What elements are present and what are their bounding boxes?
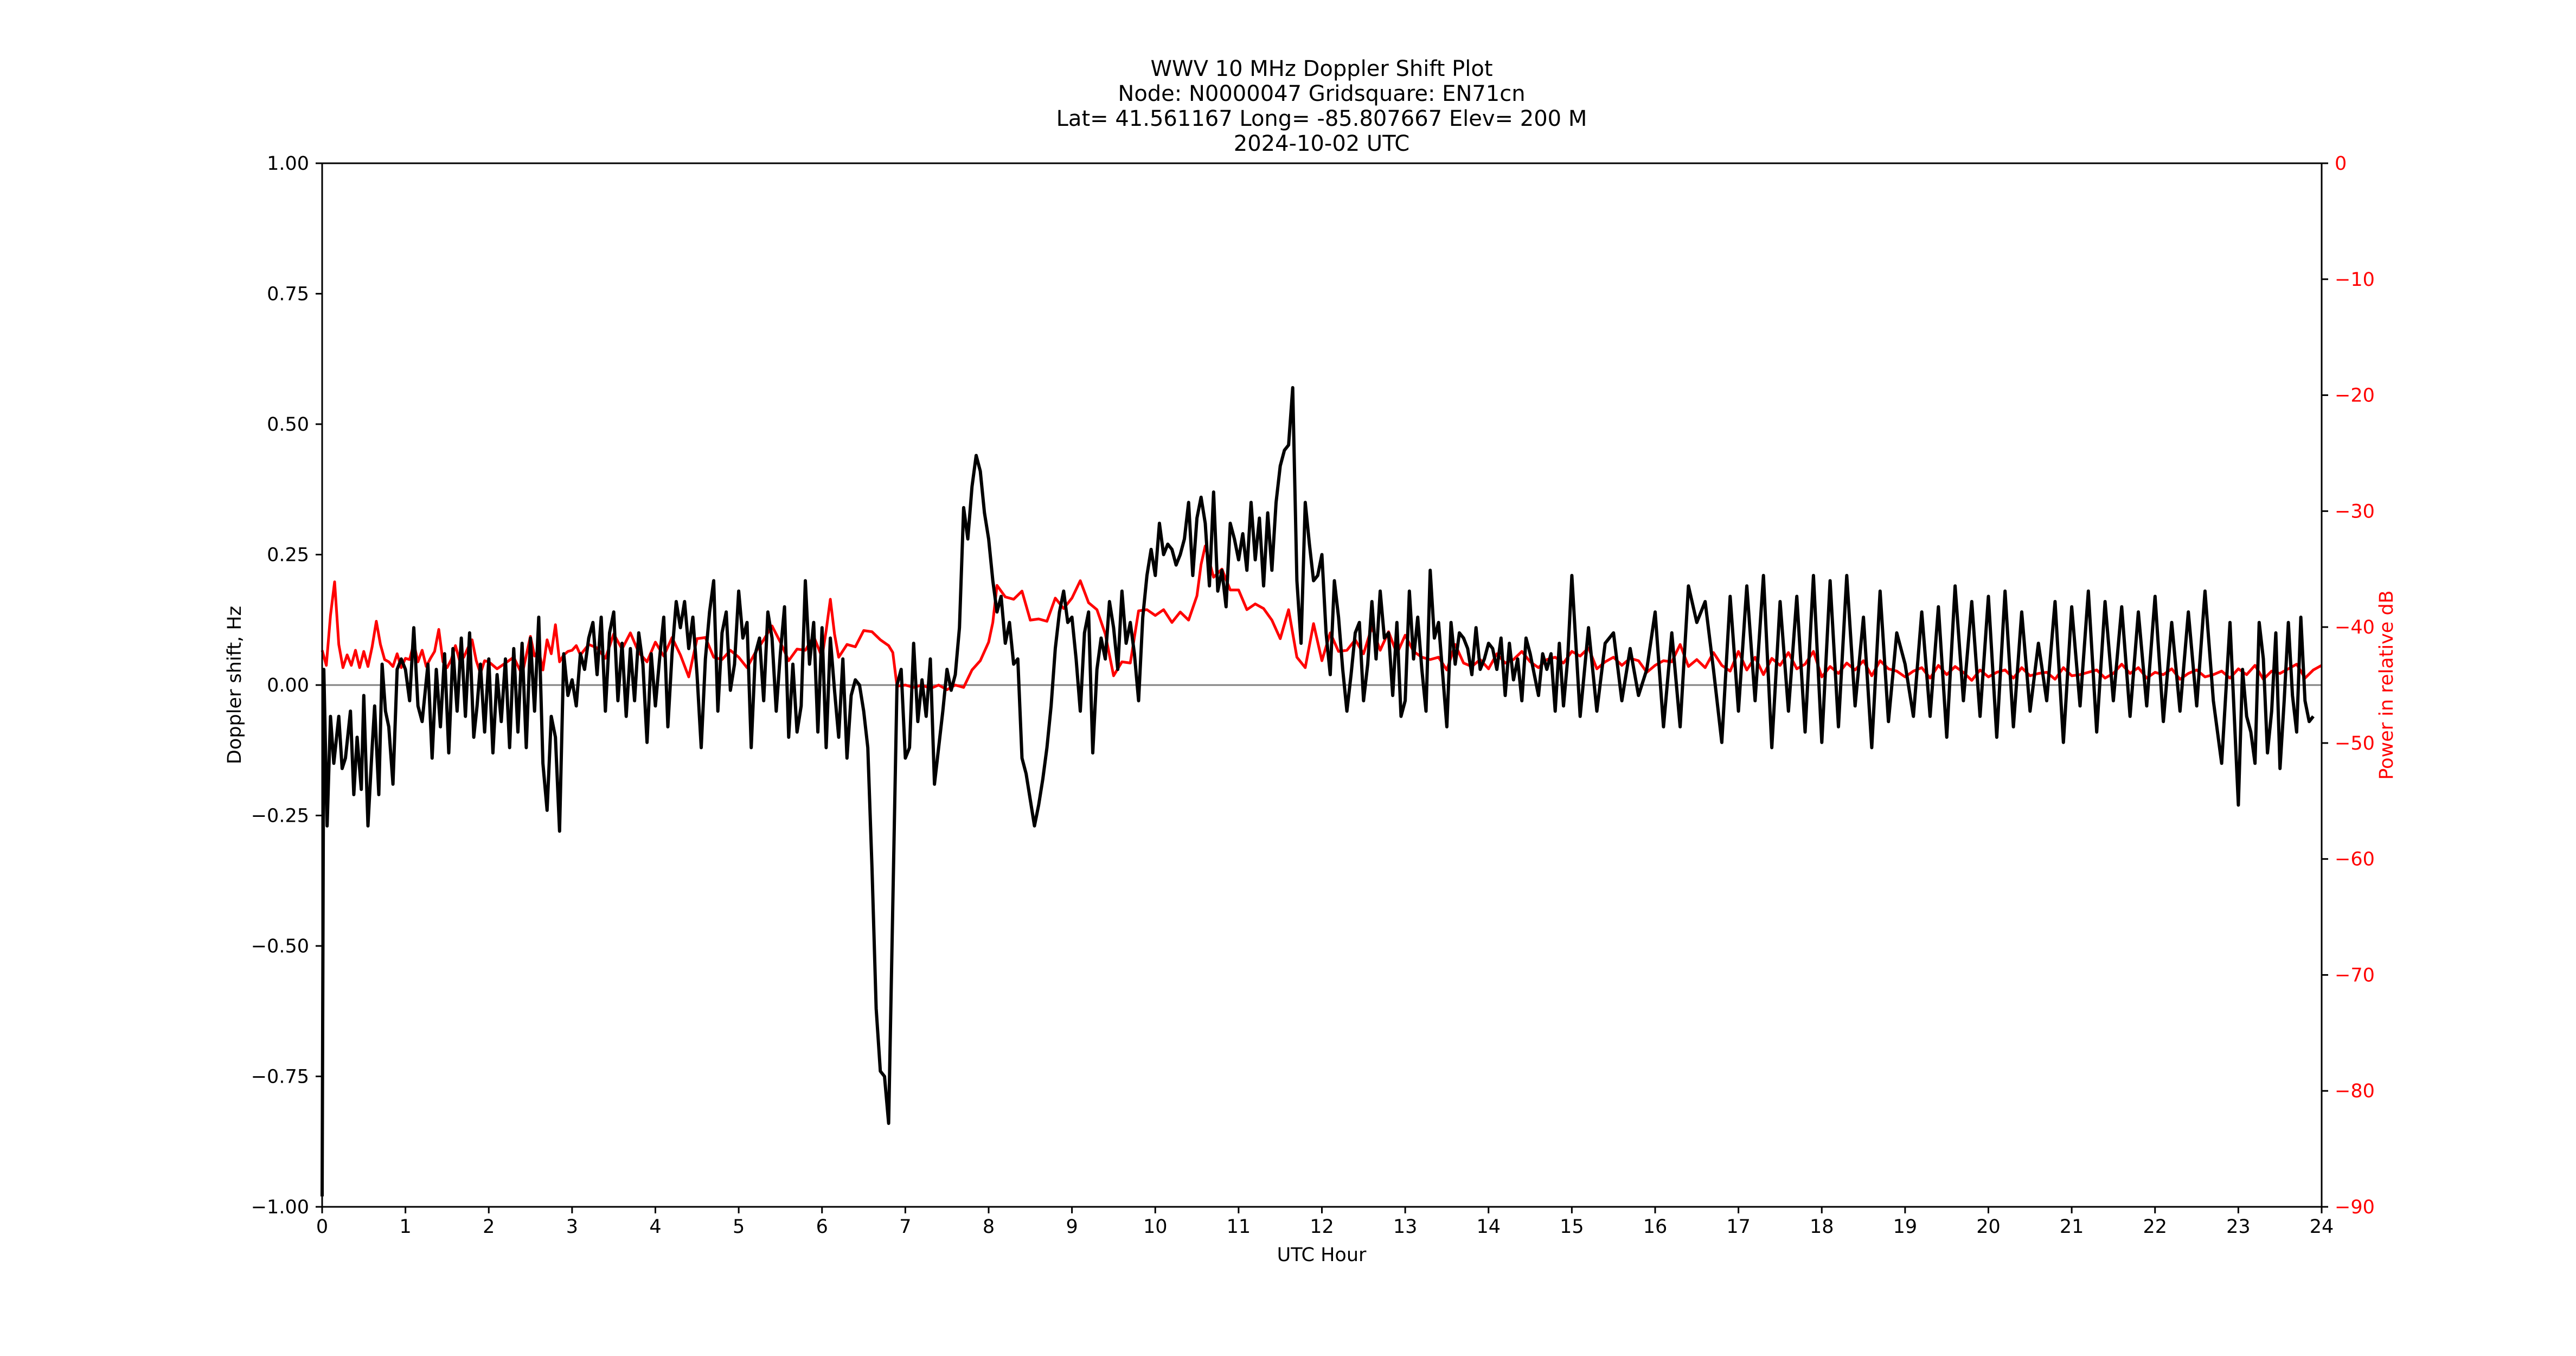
x-tick-label: 2: [483, 1216, 495, 1238]
right-y-tick-label: −60: [2335, 849, 2375, 871]
plot-area: [321, 386, 2323, 1197]
left-y-axis-ticks: 1.00 0.75 0.50 0.25 0.00 −0.25 −0.50 −0.75 −1.00: [251, 153, 322, 1218]
x-tick-label: 3: [566, 1216, 578, 1238]
right-y-tick-label: −10: [2335, 269, 2375, 291]
x-tick-label: 13: [1393, 1216, 1418, 1238]
chart-title: WWV 10 MHz Doppler Shift Plot Node: N000…: [1056, 56, 1587, 156]
x-tick-label: 6: [816, 1216, 828, 1238]
right-y-tick-label: −20: [2335, 385, 2375, 407]
doppler-shift-line: [321, 386, 2315, 1197]
x-tick-label: 9: [1066, 1216, 1078, 1238]
right-y-tick-label: −90: [2335, 1197, 2375, 1218]
x-tick-label: 23: [2226, 1216, 2251, 1238]
x-tick-label: 11: [1227, 1216, 1251, 1238]
x-tick-label: 16: [1643, 1216, 1668, 1238]
title-line-4: 2024-10-02 UTC: [1234, 131, 1409, 156]
x-axis-label: UTC Hour: [1277, 1244, 1367, 1266]
title-line-1: WWV 10 MHz Doppler Shift Plot: [1150, 56, 1492, 81]
x-tick-label: 18: [1810, 1216, 1834, 1238]
x-tick-label: 17: [1726, 1216, 1751, 1238]
x-tick-label: 24: [2310, 1216, 2334, 1238]
x-tick-label: 7: [899, 1216, 911, 1238]
left-y-tick-label: −1.00: [251, 1197, 309, 1218]
left-y-tick-label: −0.25: [251, 805, 309, 827]
left-y-tick-label: −0.75: [251, 1066, 309, 1088]
right-y-tick-label: −40: [2335, 617, 2375, 638]
left-y-tick-label: −0.50: [251, 936, 309, 957]
x-axis-ticks: 0 1 2 3 4 5 6 7 8 9 10 11 12 13 14 15 16 17 18 19 20 21 22 23 24: [316, 1207, 2334, 1238]
left-y-tick-label: 0.00: [267, 675, 309, 696]
title-line-3: Lat= 41.561167 Long= -85.807667 Elev= 20…: [1056, 106, 1587, 131]
x-tick-label: 19: [1893, 1216, 1918, 1238]
right-y-axis-ticks: 0 −10 −20 −30 −40 −50 −60 −70 −80 −90: [2322, 153, 2375, 1218]
x-tick-label: 10: [1143, 1216, 1168, 1238]
x-tick-label: 14: [1476, 1216, 1501, 1238]
left-y-tick-label: 0.75: [267, 284, 309, 305]
x-tick-label: 22: [2143, 1216, 2167, 1238]
right-y-tick-label: −70: [2335, 964, 2375, 986]
x-tick-label: 15: [1560, 1216, 1584, 1238]
right-y-axis-label: Power in relative dB: [2376, 590, 2398, 779]
x-tick-label: 5: [733, 1216, 745, 1238]
left-y-axis-label: Doppler shift, Hz: [224, 606, 246, 764]
left-y-tick-label: 0.50: [267, 414, 309, 436]
right-y-tick-label: −30: [2335, 501, 2375, 522]
right-y-tick-label: −50: [2335, 733, 2375, 754]
x-tick-label: 0: [316, 1216, 328, 1238]
x-tick-label: 12: [1310, 1216, 1334, 1238]
x-tick-label: 20: [1976, 1216, 2001, 1238]
right-y-tick-label: −80: [2335, 1080, 2375, 1102]
x-tick-label: 21: [2060, 1216, 2084, 1238]
x-tick-label: 8: [983, 1216, 995, 1238]
right-y-tick-label: 0: [2335, 153, 2347, 175]
x-tick-label: 4: [649, 1216, 661, 1238]
title-line-2: Node: N0000047 Gridsquare: EN71cn: [1118, 81, 1525, 106]
left-y-tick-label: 0.25: [267, 545, 309, 566]
left-y-tick-label: 1.00: [267, 153, 309, 175]
x-tick-label: 1: [399, 1216, 411, 1238]
